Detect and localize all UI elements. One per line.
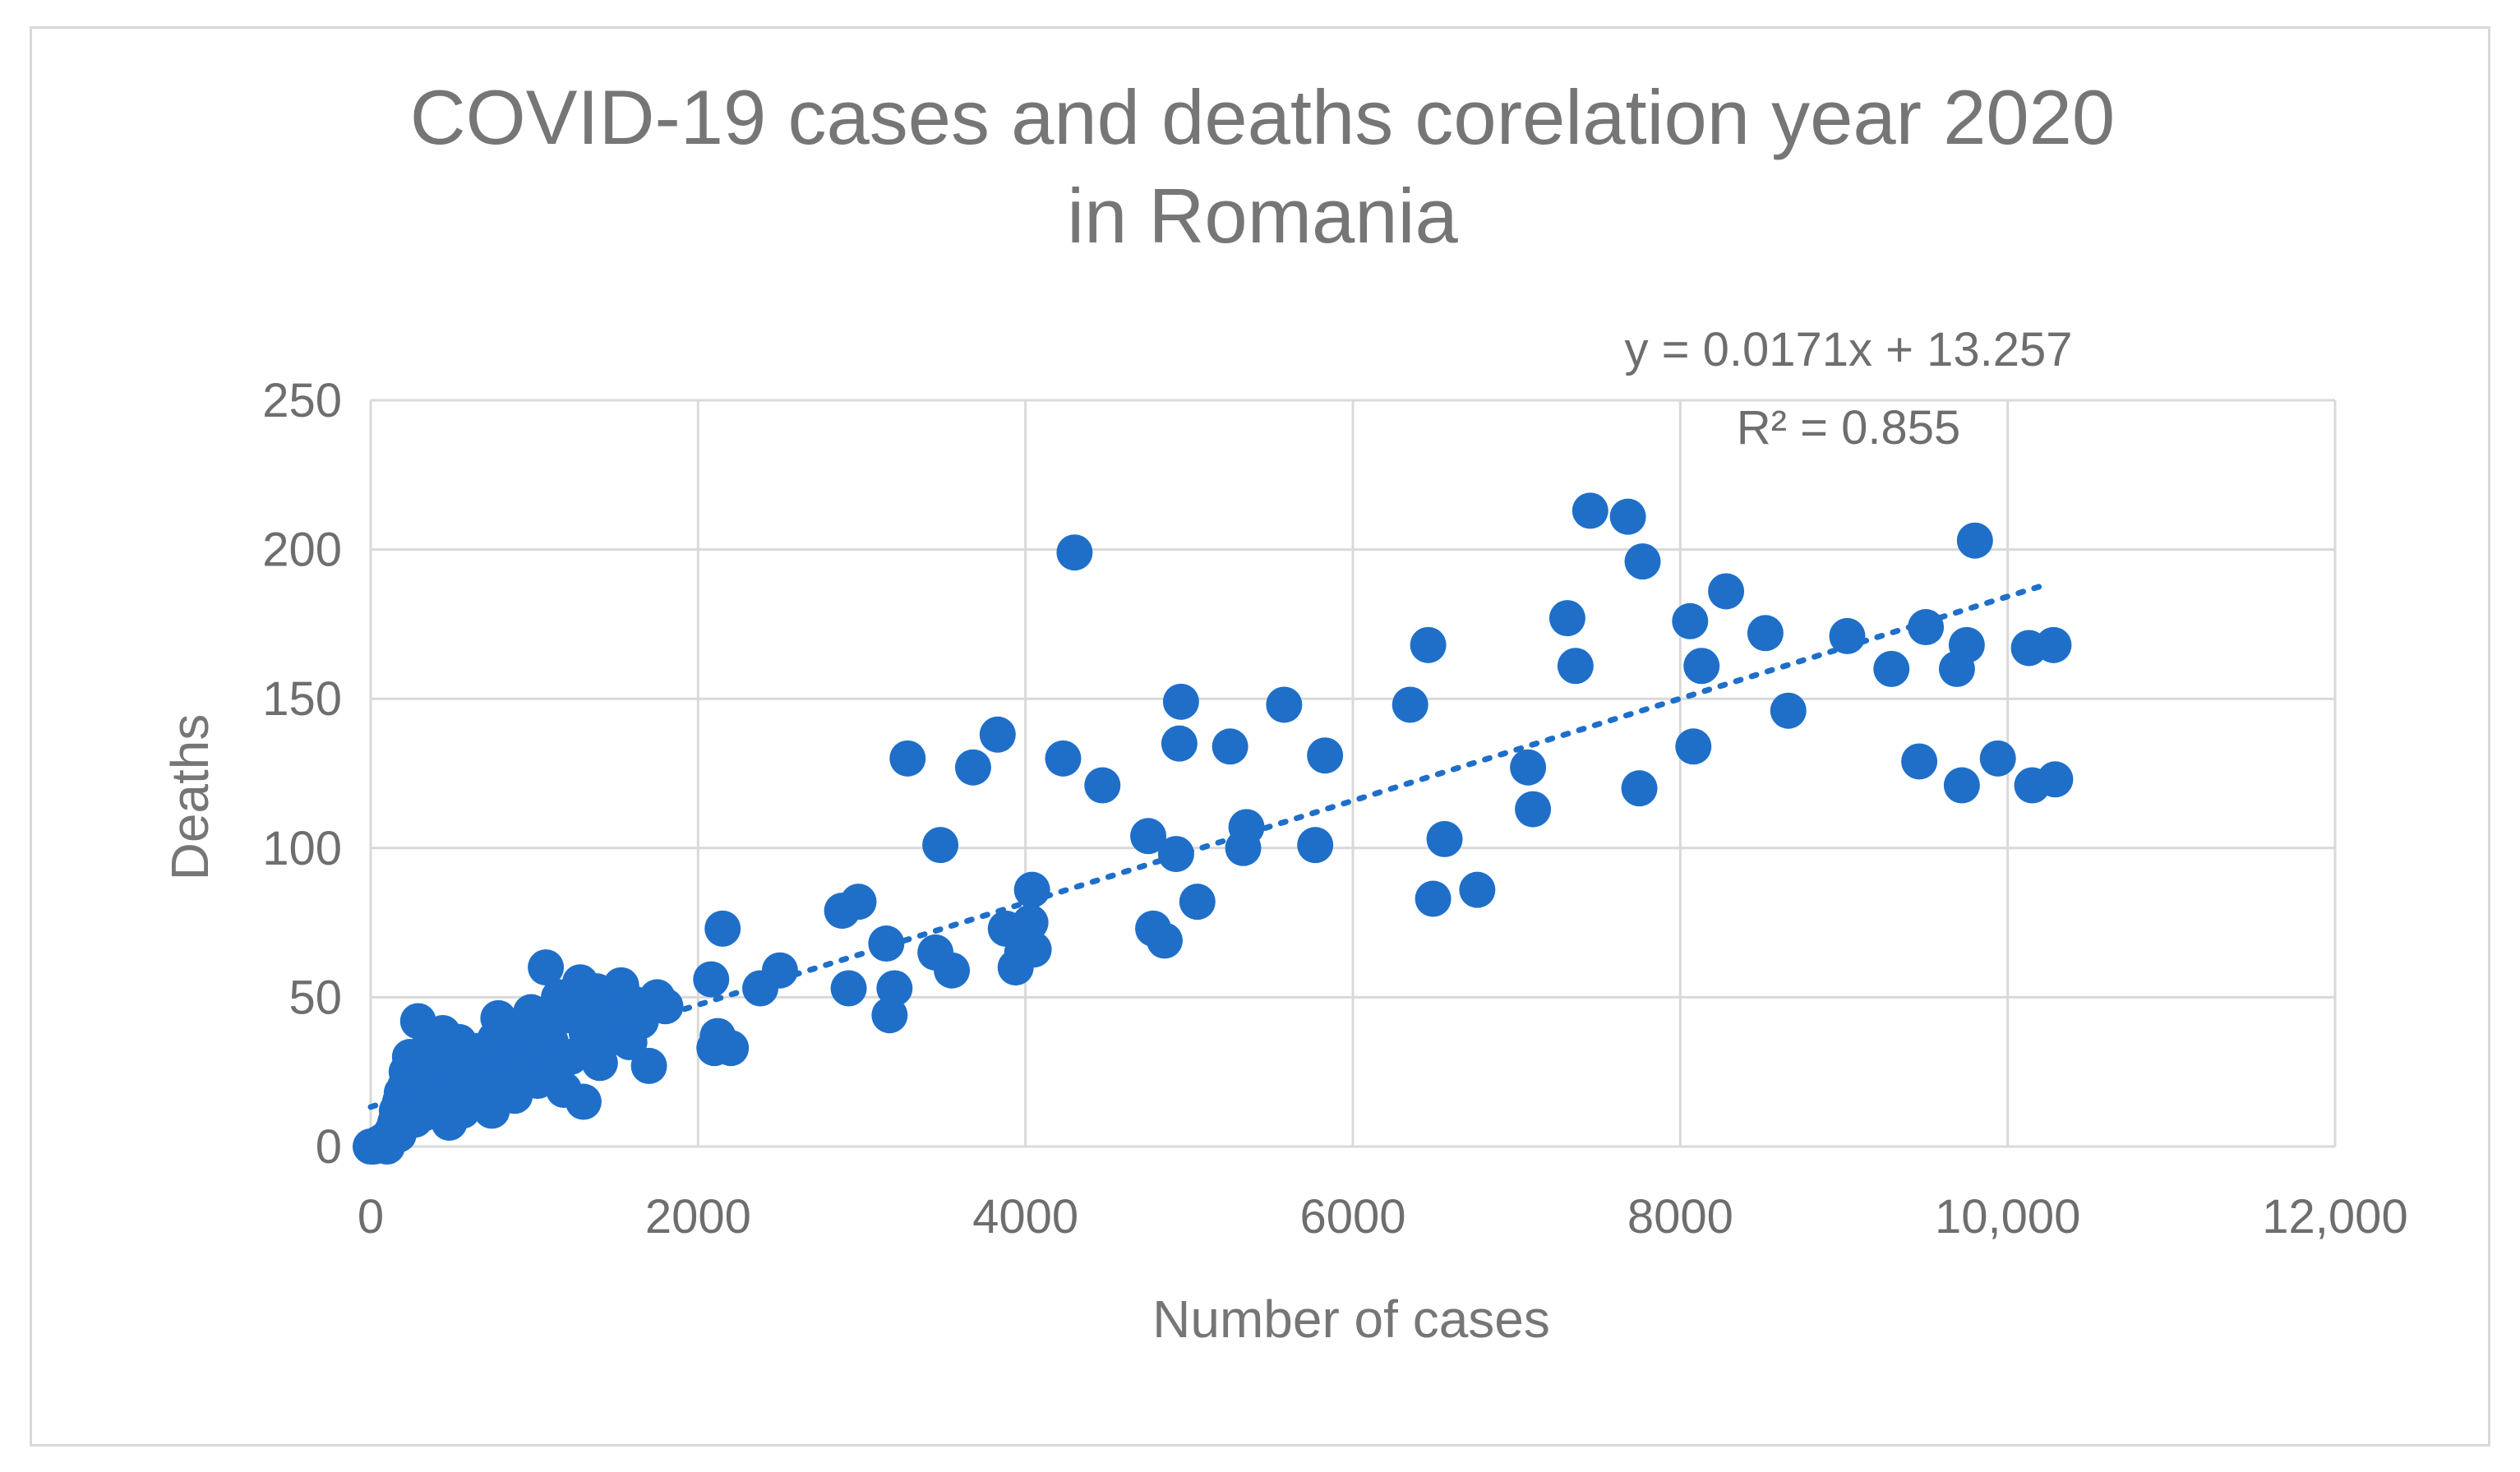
data-point bbox=[1045, 740, 1082, 777]
data-point bbox=[1130, 818, 1167, 855]
x-tick-label: 2000 bbox=[645, 1190, 751, 1244]
data-point bbox=[1426, 820, 1463, 857]
data-point bbox=[1572, 492, 1608, 529]
trendline bbox=[367, 580, 2052, 1110]
x-tick-label: 4000 bbox=[972, 1190, 1078, 1244]
data-point bbox=[1609, 498, 1646, 535]
data-point bbox=[1179, 884, 1216, 921]
data-point bbox=[1297, 827, 1334, 864]
trendline-line bbox=[367, 580, 2052, 1110]
data-point bbox=[889, 740, 926, 777]
data-point bbox=[1162, 683, 1199, 720]
data-point bbox=[1901, 743, 1938, 780]
y-tick-label: 50 bbox=[288, 971, 342, 1024]
data-point bbox=[1212, 728, 1248, 765]
data-point bbox=[565, 1083, 602, 1120]
data-point bbox=[1683, 648, 1720, 685]
data-point bbox=[1672, 602, 1709, 639]
data-point bbox=[830, 970, 867, 1007]
data-point bbox=[1515, 791, 1552, 828]
data-point bbox=[1012, 904, 1049, 941]
data-point bbox=[713, 1030, 750, 1067]
data-point bbox=[871, 997, 908, 1034]
data-point bbox=[1146, 922, 1183, 959]
data-point bbox=[1956, 522, 1993, 559]
data-point bbox=[1015, 931, 1052, 968]
data-point bbox=[1084, 767, 1121, 804]
x-tick-label: 10,000 bbox=[1935, 1190, 2080, 1244]
data-point bbox=[979, 716, 1016, 753]
data-point bbox=[1548, 600, 1585, 637]
data-point bbox=[1943, 767, 1980, 804]
trendline-equation: y = 0.0171x + 13.257 bbox=[1625, 323, 2073, 376]
data-point bbox=[876, 970, 913, 1007]
data-point bbox=[1410, 626, 1447, 663]
data-point bbox=[528, 949, 565, 986]
y-tick-label: 150 bbox=[262, 672, 342, 726]
data-point bbox=[954, 749, 991, 786]
data-point bbox=[693, 961, 730, 998]
data-point bbox=[1675, 728, 1712, 765]
data-point bbox=[1829, 617, 1866, 654]
y-tick-label: 0 bbox=[316, 1120, 342, 1174]
scatter-chart: COVID-19 cases and deaths corelation yea… bbox=[160, 74, 2408, 1349]
data-points bbox=[353, 492, 2074, 1165]
data-point bbox=[1873, 650, 1910, 687]
data-point bbox=[1013, 871, 1050, 908]
chart-title-line-1: COVID-19 cases and deaths corelation yea… bbox=[410, 74, 2115, 160]
y-tick-label: 250 bbox=[262, 374, 342, 427]
chart-title-line-2: in Romania bbox=[1067, 173, 1458, 259]
y-tick-label: 100 bbox=[262, 822, 342, 875]
data-point bbox=[1747, 615, 1784, 652]
data-point bbox=[761, 952, 798, 989]
chart-frame: COVID-19 cases and deaths corelation yea… bbox=[30, 26, 2490, 1447]
data-point bbox=[934, 952, 971, 989]
x-tick-label: 12,000 bbox=[2262, 1190, 2407, 1244]
x-axis-title: Number of cases bbox=[1152, 1290, 1550, 1349]
data-point bbox=[1908, 609, 1945, 646]
data-point bbox=[1056, 534, 1093, 571]
data-point bbox=[922, 827, 959, 864]
data-point bbox=[1708, 573, 1745, 610]
data-point bbox=[1979, 740, 2016, 777]
x-tick-label: 0 bbox=[358, 1190, 384, 1244]
data-point bbox=[1415, 880, 1452, 917]
y-tick-label: 200 bbox=[262, 524, 342, 577]
data-point bbox=[1161, 725, 1198, 762]
trendline-r-squared: R² = 0.855 bbox=[1737, 401, 1960, 455]
data-point bbox=[1459, 871, 1496, 908]
data-point bbox=[630, 1047, 667, 1084]
data-point bbox=[1621, 770, 1658, 807]
data-point bbox=[1510, 749, 1547, 786]
y-axis-title: Deaths bbox=[160, 714, 219, 881]
data-point bbox=[1266, 686, 1303, 723]
data-point bbox=[1948, 626, 1985, 663]
data-point bbox=[868, 925, 905, 962]
tick-labels: 0 2000 4000 6000 8000 10,000 12,000 0 50 100 150 20… bbox=[262, 374, 2407, 1244]
x-tick-label: 8000 bbox=[1627, 1190, 1733, 1244]
data-point bbox=[840, 884, 877, 921]
data-point bbox=[2037, 761, 2074, 798]
x-tick-label: 6000 bbox=[1299, 1190, 1405, 1244]
data-point bbox=[2035, 626, 2072, 663]
data-point bbox=[1624, 543, 1661, 580]
data-point bbox=[1392, 686, 1428, 723]
data-point bbox=[1557, 648, 1594, 685]
data-point bbox=[1770, 692, 1807, 729]
data-point bbox=[704, 910, 741, 947]
data-point bbox=[1307, 737, 1344, 774]
